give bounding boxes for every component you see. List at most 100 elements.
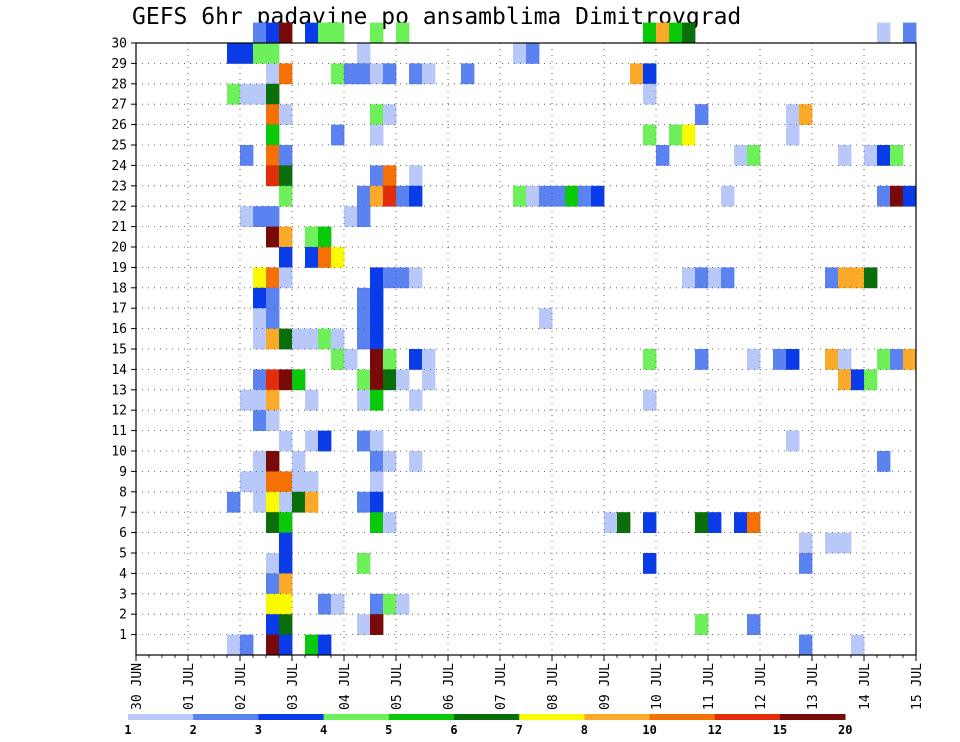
heatmap-cell (266, 573, 280, 595)
x-tick-label: 08 JUL (546, 663, 561, 710)
heatmap-cell (266, 512, 280, 533)
colorbar-segment (128, 714, 194, 720)
heatmap-cell (825, 349, 839, 370)
heatmap-cell (682, 124, 696, 146)
x-tick-label: 10 JUL (650, 663, 665, 710)
heatmap-cell (903, 349, 917, 370)
heatmap-cell (305, 226, 319, 248)
colorbar-segment (714, 714, 781, 720)
heatmap-cell (266, 124, 280, 146)
x-tick-label: 12 JUL (754, 663, 769, 710)
heatmap-cell (279, 328, 293, 350)
heatmap-cell (253, 43, 267, 64)
colorbar-label: 12 (708, 723, 722, 737)
colorbar-segment (584, 714, 650, 720)
heatmap-cell (370, 328, 384, 350)
heatmap-cell (890, 185, 904, 207)
y-tick-label: 21 (111, 220, 127, 235)
heatmap-cell (539, 185, 553, 207)
heatmap-cell (253, 389, 267, 411)
heatmap-cell (877, 145, 891, 166)
heatmap-cell (266, 553, 280, 574)
heatmap-cell (669, 124, 683, 146)
heatmap-cell (318, 634, 332, 656)
heatmap-cell (279, 247, 293, 268)
heatmap-cell (331, 124, 345, 146)
y-tick-label: 9 (119, 465, 127, 480)
colorbar-segment (323, 714, 390, 720)
heatmap-cell (370, 308, 384, 329)
heatmap-cell (331, 593, 345, 615)
heatmap-cell (838, 349, 852, 370)
heatmap-cell (578, 185, 592, 207)
heatmap-cell (799, 553, 813, 574)
heatmap-cell (591, 185, 605, 207)
heatmap-cell (279, 63, 293, 85)
heatmap-cell (643, 22, 657, 44)
heatmap-cell (383, 104, 397, 125)
heatmap-cell (734, 512, 748, 533)
heatmap-cell (279, 22, 293, 44)
heatmap-cell (838, 532, 852, 554)
heatmap-cell (409, 165, 423, 187)
y-tick-label: 6 (119, 526, 127, 541)
colorbar-label: 2 (190, 723, 197, 737)
heatmap-cell (266, 471, 280, 493)
y-tick-label: 23 (111, 179, 127, 194)
heatmap-cell (656, 22, 670, 44)
heatmap-cell (305, 22, 319, 44)
x-tick-label: 11 JUL (702, 663, 717, 710)
heatmap-cell (253, 267, 267, 289)
x-tick-label: 01 JUL (182, 663, 197, 710)
heatmap-cell (227, 634, 241, 656)
heatmap-cell (240, 471, 254, 493)
heatmap-cell (266, 308, 280, 329)
heatmap-cell (331, 247, 345, 268)
heatmap-cell (396, 369, 410, 391)
heatmap-cell (825, 267, 839, 289)
heatmap-cell (409, 451, 423, 472)
heatmap-cell (266, 634, 280, 656)
heatmap-cell (370, 512, 384, 533)
y-tick-label: 24 (111, 159, 127, 174)
heatmap-cell (604, 512, 618, 533)
heatmap-cell (253, 491, 267, 513)
heatmap-cell (383, 267, 397, 289)
heatmap-cell (864, 267, 878, 289)
heatmap-cell (305, 430, 319, 452)
heatmap-cell (279, 512, 293, 533)
heatmap-cell (318, 328, 332, 350)
x-tick-label: 15 JUL (910, 663, 925, 710)
heatmap-cell (279, 553, 293, 574)
heatmap-cell (240, 145, 254, 166)
heatmap-cell (695, 512, 709, 533)
heatmap-cell (695, 267, 709, 289)
heatmap-cell (721, 185, 735, 207)
heatmap-cell (318, 593, 332, 615)
heatmap-cell (370, 471, 384, 493)
heatmap-cell (305, 328, 319, 350)
colorbar-segment (193, 714, 259, 720)
y-tick-label: 14 (111, 363, 127, 378)
heatmap-cell (539, 308, 553, 329)
heatmap-cell (656, 145, 670, 166)
heatmap-cell (253, 22, 267, 44)
colorbar-label: 20 (838, 723, 852, 737)
heatmap-cell (682, 22, 696, 44)
heatmap-cell (357, 369, 371, 391)
heatmap-cell (526, 185, 540, 207)
plot-frame (135, 42, 917, 656)
heatmap-cell (292, 369, 306, 391)
heatmap-cell (266, 165, 280, 187)
heatmap-cell (747, 145, 761, 166)
y-tick-label: 2 (119, 608, 127, 623)
heatmap-cell (422, 369, 436, 391)
heatmap-cell (227, 83, 241, 105)
heatmap-cell (643, 349, 657, 370)
heatmap-cell (344, 349, 358, 370)
y-tick-label: 27 (111, 98, 127, 113)
heatmap-cell (422, 63, 436, 85)
heatmap-cell (357, 614, 371, 635)
heatmap-cell (396, 593, 410, 615)
heatmap-cell (383, 185, 397, 207)
